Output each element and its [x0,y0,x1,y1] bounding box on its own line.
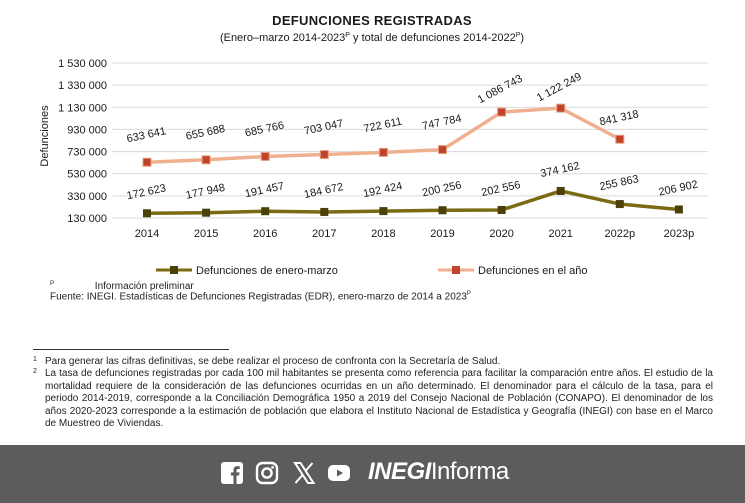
x-tick-label: 2021 [548,228,572,240]
data-label: 1 086 743 [476,73,525,107]
subtitle-sup: P [345,32,350,39]
inegi-informa-logo: INEGIInforma [368,458,509,486]
y-tick-label: 1 130 000 [58,102,107,114]
legend-item-en-el-ano: Defunciones en el año [438,265,587,277]
data-point [319,150,329,160]
series-line [146,189,680,216]
y-tick-label: 1 330 000 [58,80,107,92]
subtitle-sup: P [516,32,521,39]
data-label: 191 457 [244,180,285,200]
footnotes: 1 Para generar las cifras definitivas, se… [33,356,713,430]
data-label: 633 641 [126,125,167,145]
y-axis-label: Defunciones [39,105,51,167]
subtitle-part: y total de defunciones 2014-2022 [350,32,516,44]
data-label: 374 162 [539,160,580,180]
x-tick-label: 2017 [312,228,336,240]
data-point [556,186,565,195]
y-tick-label: 1 530 000 [58,58,107,70]
y-ticks: 1 530 000 1 330 000 1 130 000 930 000 730 00… [58,58,107,225]
data-point [143,209,151,218]
y-tick-label: 530 000 [67,169,107,181]
x-tick-label: 2020 [489,228,513,240]
series-markers [142,103,683,218]
gridlines [112,62,708,219]
data-label: 1 122 249 [535,71,584,105]
data-label: 703 047 [303,118,344,138]
data-label: 655 688 [185,123,226,143]
x-icon[interactable] [292,461,316,485]
x-tick-label: 2023p [664,228,695,240]
subtitle-part: (Enero–marzo 2014-2023 [220,32,345,44]
source-text: Fuente: INEGI. Estadísticas de Defuncion… [50,291,467,303]
source-sup: P [466,291,471,297]
chart: DEFUNCIONES REGISTRADAS (Enero–marzo 201… [39,13,708,277]
footnote-number: 1 [33,356,37,363]
data-point [142,157,152,167]
chart-subtitle: (Enero–marzo 2014-2023P y total de defun… [220,32,524,44]
data-label: 177 948 [185,182,226,202]
x-tick-label: 2015 [194,228,218,240]
source-note: Fuente: INEGI. Estadísticas de Defuncion… [50,291,471,302]
data-point [202,208,211,217]
data-label: 184 672 [303,181,344,201]
data-point [201,155,211,165]
x-tick-label: 2019 [430,228,454,240]
x-tick-label: 2014 [135,228,159,240]
data-label: 192 424 [362,180,403,200]
data-point [260,151,270,161]
brand-rest: Informa [430,458,509,485]
data-label: 685 766 [244,120,285,140]
footnote-number: 2 [33,368,37,376]
data-label: 172 623 [126,182,167,202]
footer-bar [0,445,745,503]
legend-label: Defunciones en el año [478,265,587,277]
data-point [438,206,447,215]
y-tick-label: 730 000 [67,147,107,159]
footnote-2: 2 La tasa de defunciones registradas por … [33,368,713,430]
legend-swatch-marker [170,266,178,274]
y-tick-label: 930 000 [67,124,107,136]
footnote-1: 1 Para generar las cifras definitivas, se… [33,356,713,368]
data-point [674,205,683,214]
preliminary-text: Información preliminar [94,281,194,293]
legend-item-enero-marzo: Defunciones de enero-marzo [156,265,338,277]
brand-bold: INEGI [368,458,431,485]
data-label: 841 318 [598,108,639,128]
instagram-icon[interactable] [255,461,279,485]
data-label: 255 863 [598,173,639,193]
preliminary-note: P Información preliminar [50,281,194,292]
data-point [379,207,388,216]
x-tick-label: 2022p [605,228,636,240]
legend: Defunciones de enero-marzo Defunciones e… [156,265,587,277]
data-point [497,205,506,214]
x-ticks: 2014 2015 2016 2017 2018 2019 2020 2021 2022p 202… [135,228,694,240]
data-point [320,207,329,216]
data-point [615,200,624,209]
chart-title: DEFUNCIONES REGISTRADAS [272,13,472,28]
data-point [615,134,625,144]
data-point [261,207,270,216]
subtitle-part: ) [520,32,524,44]
legend-swatch-marker [452,266,460,274]
footnote-text: La tasa de defunciones registradas por c… [45,368,713,430]
y-tick-label: 130 000 [67,213,107,225]
data-point [438,145,447,155]
data-point [556,103,566,113]
data-point [497,107,507,117]
x-tick-label: 2018 [371,228,395,240]
x-tick-label: 2016 [253,228,277,240]
youtube-icon[interactable] [327,461,351,485]
y-tick-label: 330 000 [67,191,107,203]
footnote-divider [33,349,229,350]
preliminary-mark: P [50,281,55,287]
legend-label: Defunciones de enero-marzo [196,265,338,277]
footnote-text: Para generar las cifras definitivas, se … [45,356,501,367]
facebook-icon[interactable] [220,461,244,485]
data-label: 722 611 [362,116,403,136]
data-point [378,147,388,157]
